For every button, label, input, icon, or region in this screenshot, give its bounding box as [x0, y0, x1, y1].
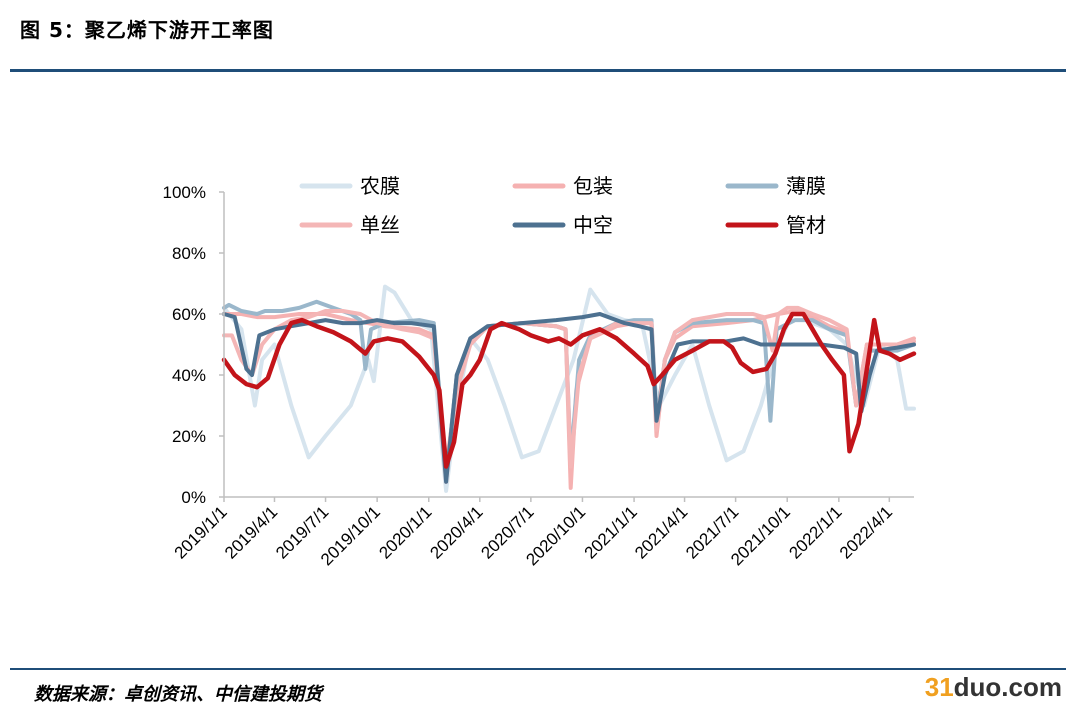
- watermark-domain: duo.com: [953, 672, 1062, 702]
- y-tick-label: 60%: [172, 305, 206, 324]
- y-tick-label: 80%: [172, 244, 206, 263]
- x-tick-label: 2019/4/1: [221, 502, 281, 562]
- x-tick-label: 2020/4/1: [426, 502, 486, 562]
- bottom-divider: [10, 668, 1066, 670]
- x-tick-label: 2022/1/1: [785, 502, 845, 562]
- figure-title: 图 5：聚乙烯下游开工率图: [20, 18, 274, 42]
- legend-label-5: 管材: [786, 213, 826, 237]
- y-tick-label: 40%: [172, 366, 206, 385]
- legend-label-4: 中空: [573, 213, 613, 237]
- legend-label-3: 单丝: [360, 213, 400, 237]
- y-tick-label: 0%: [181, 488, 206, 507]
- source-note: 数据来源：卓创资讯、中信建投期货: [34, 684, 322, 705]
- series-lines: [221, 284, 917, 493]
- watermark-logo: 31duo.com: [925, 672, 1062, 703]
- x-tick-label: 2022/4/1: [836, 502, 896, 562]
- watermark-number: 31: [924, 672, 954, 702]
- legend-label-0: 农膜: [360, 174, 400, 198]
- x-tick-label: 2021/4/1: [631, 502, 691, 562]
- top-divider: [10, 69, 1066, 72]
- y-tick-label: 100%: [163, 183, 206, 202]
- axes: 0%20%40%60%80%100%2019/1/12019/4/12019/7…: [163, 183, 914, 569]
- legend-label-2: 薄膜: [786, 174, 826, 198]
- x-tick-label: 2020/1/1: [375, 502, 435, 562]
- series-line-5: [221, 311, 917, 469]
- x-tick-label: 2021/1/1: [581, 502, 641, 562]
- y-tick-label: 20%: [172, 427, 206, 446]
- x-tick-label: 2019/1/1: [171, 502, 231, 562]
- legend-label-1: 包装: [573, 174, 613, 198]
- series-line-3: [222, 305, 916, 469]
